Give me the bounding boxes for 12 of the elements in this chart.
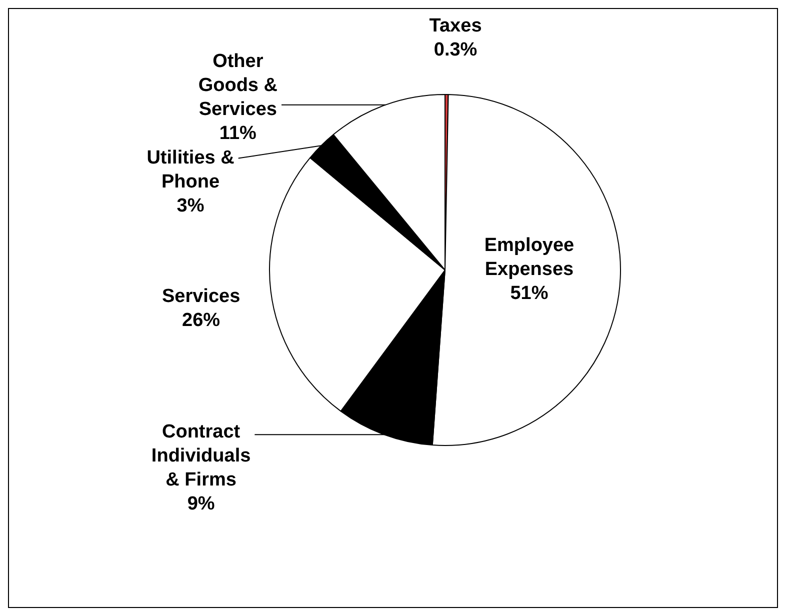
slice-label: Taxes: [429, 16, 482, 37]
data-label: 9%: [187, 494, 215, 515]
slice-label: Contract Individuals & Firms: [151, 422, 251, 491]
slice-label: Services: [162, 286, 240, 307]
data-label: 51%: [510, 283, 548, 304]
data-label: 0.3%: [434, 40, 478, 61]
slice-label: Utilities & Phone: [146, 147, 235, 192]
slice-label: Employee Expenses: [484, 235, 574, 280]
data-label: 3%: [176, 195, 204, 216]
slice-label: Other Goods & Services: [198, 51, 278, 120]
data-label: 11%: [219, 123, 257, 144]
data-label: 26%: [182, 310, 220, 331]
